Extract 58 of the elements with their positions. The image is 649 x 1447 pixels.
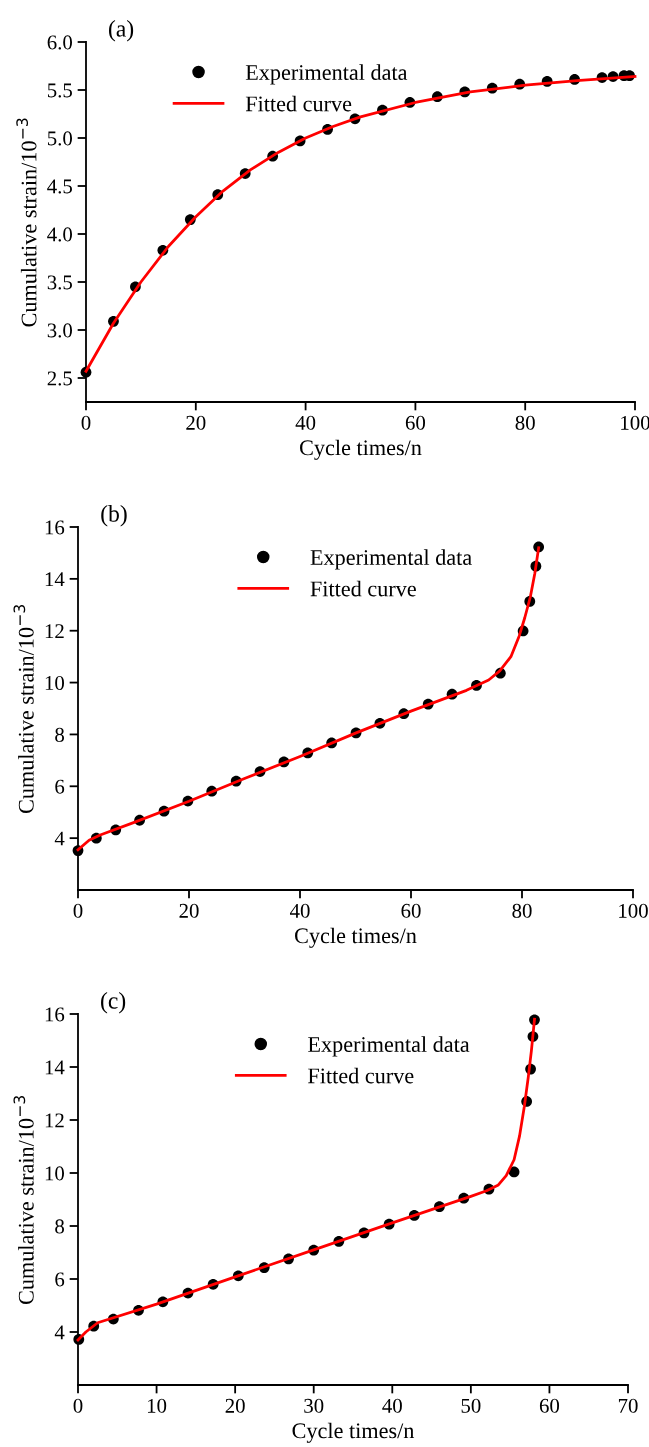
y-tick-label: 6 <box>55 779 65 794</box>
y-tick-label: 5.5 <box>47 83 72 98</box>
y-tick-label: 6.0 <box>47 35 73 50</box>
x-axis-title: Cycle times/n <box>292 1422 415 1443</box>
y-tick-label: 4.0 <box>47 227 73 242</box>
y-tick-label: 12 <box>45 624 64 638</box>
y-axis-title: Cumulative strain/10$^{−3}$ <box>13 605 34 814</box>
legend-label: Experimental data <box>245 64 408 85</box>
x-tick-label: 30 <box>304 1398 324 1413</box>
y-tick-label: 10 <box>45 1166 65 1181</box>
legend-label: Fitted curve <box>310 580 416 597</box>
x-tick-label: 60 <box>401 903 421 918</box>
x-axis-title: Cycle times/n <box>300 439 422 460</box>
y-tick-label: 5.0 <box>47 131 73 146</box>
x-tick-label: 20 <box>179 903 199 918</box>
x-tick-label: 80 <box>515 415 535 430</box>
legend-label: Experimental data <box>310 549 472 570</box>
y-tick-label: 16 <box>45 520 65 535</box>
x-tick-label: 10 <box>147 1398 167 1413</box>
y-tick-label: 12 <box>45 1113 64 1128</box>
x-tick-label: 70 <box>618 1398 638 1413</box>
y-tick-label: 14 <box>45 572 65 587</box>
legend-label: Fitted curve <box>308 1067 414 1084</box>
y-tick-label: 4 <box>54 831 65 846</box>
y-tick-label: 8 <box>55 1219 65 1234</box>
x-tick-label: 40 <box>295 415 316 430</box>
y-tick-label: 4.5 <box>47 179 72 194</box>
x-tick-label: 20 <box>225 1398 245 1413</box>
y-tick-label: 8 <box>55 727 65 742</box>
y-axis-title: Cumulative strain/10$^{−3}$ <box>13 1096 34 1305</box>
x-tick-label: 100 <box>619 903 648 918</box>
x-tick-label: 0 <box>73 1398 83 1413</box>
chart-title: (c) <box>101 992 126 1014</box>
x-tick-label: 80 <box>512 903 532 918</box>
chart-title: (b) <box>101 505 127 527</box>
x-tick-label: 60 <box>405 415 426 430</box>
y-tick-label: 4 <box>54 1325 65 1340</box>
legend-label: Experimental data <box>308 1036 470 1057</box>
y-tick-label: 3.5 <box>47 275 72 290</box>
y-tick-label: 3.0 <box>47 323 73 338</box>
y-tick-label: 10 <box>45 675 65 690</box>
x-tick-label: 40 <box>382 1398 402 1413</box>
x-tick-label: 60 <box>539 1398 560 1413</box>
y-tick-label: 2.5 <box>47 371 72 386</box>
chart-title: (a) <box>109 20 134 42</box>
x-tick-label: 0 <box>73 903 83 918</box>
point <box>508 1166 520 1178</box>
x-tick-label: 40 <box>289 903 310 918</box>
x-tick-label: 50 <box>461 1398 481 1413</box>
y-tick-label: 14 <box>45 1060 65 1075</box>
y-tick-label: 16 <box>45 1007 65 1022</box>
x-axis-title: Cycle times/n <box>295 927 417 948</box>
x-tick-label: 100 <box>621 415 649 430</box>
y-tick-label: 6 <box>55 1272 65 1287</box>
x-tick-label: 20 <box>186 415 206 430</box>
x-tick-label: 0 <box>81 415 91 430</box>
y-axis-title: Cumulative strain/10$^{−3}$ <box>16 118 37 327</box>
legend-label: Fitted curve <box>245 95 352 112</box>
